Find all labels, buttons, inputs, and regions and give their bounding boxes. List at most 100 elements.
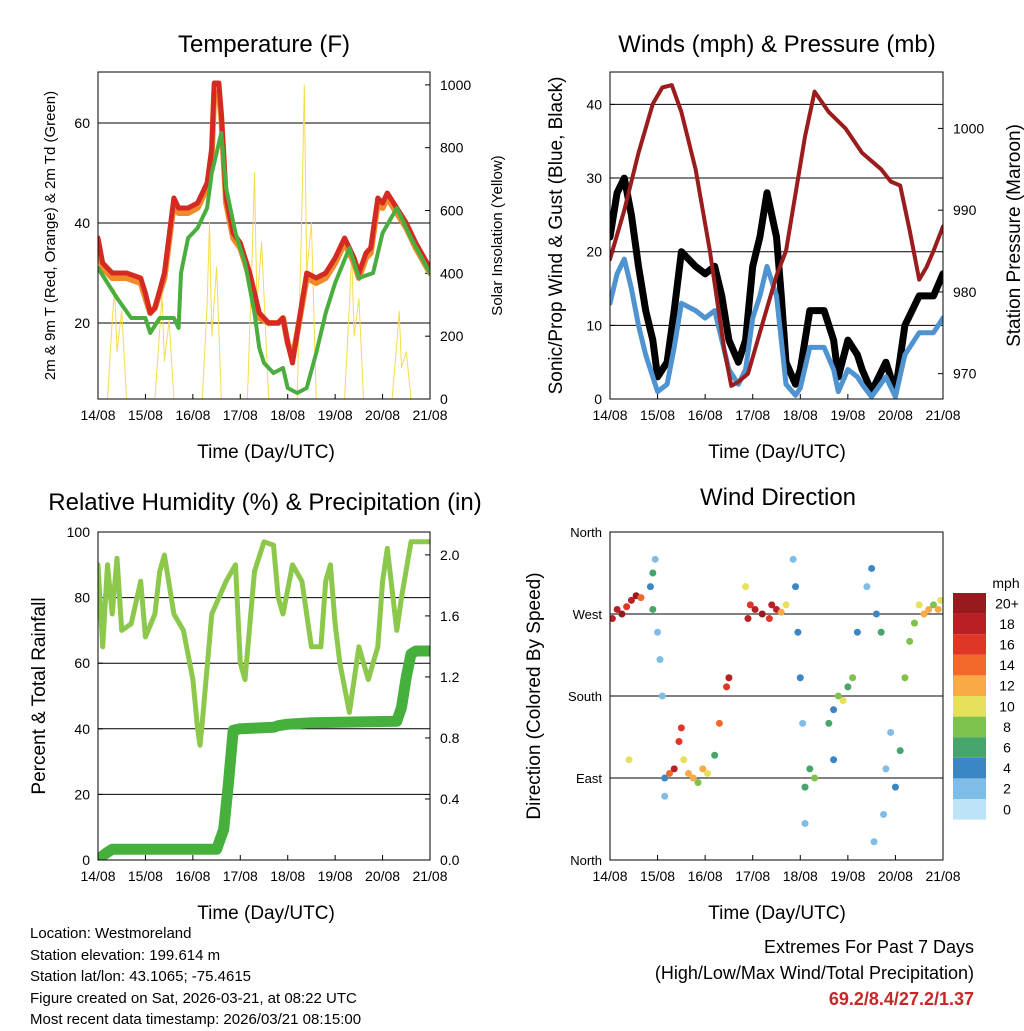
direction-point: [887, 728, 895, 736]
y-tick-label: 0: [82, 852, 90, 868]
x-tick-label: 21/08: [412, 868, 447, 884]
chart-title: Temperature (F): [178, 31, 350, 58]
y-axis-label: 2m & 9m T (Red, Orange) & 2m Td (Green): [42, 91, 59, 380]
direction-point: [725, 674, 733, 682]
x-axis-label: Time (Day/UTC): [197, 442, 335, 463]
y-tick-label: 60: [74, 655, 90, 671]
direction-point: [920, 610, 928, 618]
y2-axis-label: Station Pressure (Maroon): [1004, 124, 1024, 347]
direction-point: [896, 747, 904, 755]
direction-point: [715, 719, 723, 727]
direction-point: [680, 756, 688, 764]
direction-point: [623, 603, 631, 611]
direction-point: [649, 569, 657, 577]
y-tick-label: South: [568, 689, 602, 704]
y-tick-label: 80: [74, 590, 90, 606]
direction-point: [768, 601, 776, 609]
direction-point: [670, 765, 678, 773]
direction-point: [925, 605, 933, 613]
colorbar-swatch: [953, 593, 986, 614]
x-tick-label: 20/08: [365, 407, 400, 423]
y-axis-label: Direction (Colored By Speed): [524, 572, 545, 819]
plot-area: [610, 83, 943, 399]
extremes-values: 69.2/8.4/27.2/1.37: [828, 989, 974, 1009]
direction-point: [699, 765, 707, 773]
colorbar-swatch: [953, 696, 986, 717]
colorbar-label: 2: [1003, 781, 1011, 797]
direction-point: [799, 719, 807, 727]
x-tick-label: 15/08: [640, 407, 675, 423]
direction-point: [746, 601, 754, 609]
direction-point: [839, 697, 847, 705]
direction-point: [849, 674, 857, 682]
x-tick-label: 20/08: [878, 868, 913, 884]
x-tick-label: 18/08: [783, 868, 818, 884]
x-tick-label: 14/08: [592, 868, 627, 884]
station-info: Location: Westmoreland Station elevation…: [30, 923, 361, 1031]
series-relative-humidity: [98, 539, 430, 748]
series-sonic-prop-wind: [610, 256, 943, 399]
series-gust: [610, 174, 943, 396]
series-total-precipitation: [98, 645, 430, 860]
y2-tick-label: 0.0: [440, 852, 460, 868]
series-2m-td: [98, 131, 430, 395]
direction-point: [811, 774, 819, 782]
colorbar-swatch: [953, 675, 986, 696]
colorbar-swatch: [953, 634, 986, 655]
direction-point: [853, 628, 861, 636]
direction-point: [661, 774, 669, 782]
direction-point: [794, 628, 802, 636]
direction-point: [625, 756, 633, 764]
y2-tick-label: 400: [440, 265, 464, 281]
x-axis-label: Time (Day/UTC): [708, 442, 846, 463]
direction-point: [872, 610, 880, 618]
x-tick-label: 14/08: [80, 868, 115, 884]
plot-area: [610, 555, 943, 846]
y2-tick-label: 200: [440, 328, 464, 344]
colorbar-label: 0: [1003, 801, 1011, 817]
y2-tick-label: 800: [440, 140, 464, 156]
direction-point: [744, 615, 752, 623]
colorbar-swatch: [953, 737, 986, 758]
direction-point: [711, 751, 719, 759]
direction-point: [613, 605, 621, 613]
direction-point: [758, 610, 766, 618]
x-tick-label: 21/08: [925, 407, 960, 423]
colorbar-swatch: [953, 654, 986, 676]
y2-tick-label: 0.8: [440, 730, 460, 746]
y2-tick-label: 1.2: [440, 669, 460, 685]
direction-point: [825, 719, 833, 727]
y2-axis-label: Solar Insolation (Yellow): [489, 155, 506, 315]
y-tick-label: East: [576, 771, 602, 786]
direction-point: [637, 594, 645, 602]
direction-point: [704, 769, 712, 777]
x-tick-label: 14/08: [592, 407, 627, 423]
colorbar-title: mph: [992, 575, 1019, 591]
y-tick-label: 20: [74, 786, 90, 802]
direction-point: [792, 583, 800, 591]
y-tick-label: West: [573, 607, 603, 622]
y-tick-label: 30: [586, 170, 602, 186]
direction-point: [934, 605, 942, 613]
direction-point: [627, 596, 635, 604]
direction-point: [649, 605, 657, 613]
x-tick-label: 15/08: [640, 868, 675, 884]
extremes-subtitle: (High/Low/Max Wind/Total Precipitation): [654, 963, 974, 983]
direction-point: [870, 838, 878, 846]
direction-point: [891, 783, 899, 791]
x-axis-label: Time (Day/UTC): [708, 903, 846, 924]
colorbar-label: 12: [999, 678, 1015, 694]
colorbar-label: 18: [999, 616, 1015, 632]
created-text: Figure created on Sat, 2026-03-21, at 08…: [30, 989, 357, 1007]
direction-point: [882, 765, 890, 773]
direction-point: [910, 619, 918, 627]
y-tick-label: 0: [594, 391, 602, 407]
colorbar-label: 14: [999, 657, 1015, 673]
colorbar-label: 16: [999, 637, 1015, 653]
direction-point: [651, 555, 659, 563]
colorbar-label: 4: [1003, 760, 1011, 776]
y2-tick-label: 1000: [440, 77, 471, 93]
y2-tick-label: 980: [953, 284, 977, 300]
direction-point: [937, 596, 943, 604]
